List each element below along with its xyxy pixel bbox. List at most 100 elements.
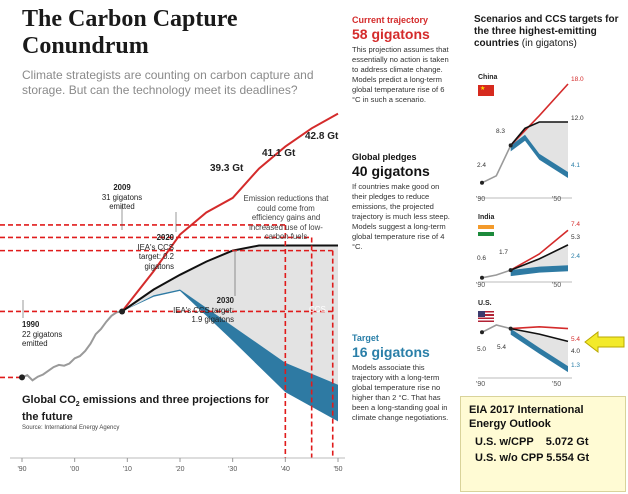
- india-top-val: 7.4: [571, 221, 581, 228]
- current-value: 58 gigatons: [352, 26, 430, 42]
- annotation-2030-text: IEA's CCS target: 1.9 gigatons: [173, 305, 234, 325]
- mini-line-global-pledges: [510, 244, 569, 271]
- annotation-2020-year: 2020: [156, 233, 174, 242]
- x-tick-label: '30: [228, 466, 237, 473]
- mini-line-current-trajectory: [510, 83, 569, 146]
- annotation-2020: 2020 IEA's CCS target: 0.2 gigatons: [124, 233, 174, 271]
- eia-row-without-cpp: U.S. w/o CPP 5.554 Gt: [475, 452, 590, 464]
- side-title-text: Scenarios and CCS targets for the three …: [474, 14, 619, 49]
- main-chart: '90 '00 '10 '20 '30 '40 '50: [0, 112, 345, 473]
- chart-source: Source: International Energy Agency: [22, 425, 120, 431]
- mini-ccs-area: [510, 134, 568, 178]
- eia-row-with-cpp: U.S. w/CPP 5.072 Gt: [475, 436, 589, 448]
- mini-marker-1990: [480, 180, 484, 185]
- side-charts: [478, 83, 572, 379]
- x-tick-label: '50: [333, 466, 342, 473]
- target-desc: Models associate this trajectory with a …: [352, 363, 449, 422]
- section-current: Current trajectory 58 gigatons This proj…: [352, 15, 452, 105]
- mini-line-global-pledges: [510, 121, 568, 146]
- us-flag-icon: [478, 311, 494, 322]
- annotation-2030-year: 2030: [216, 296, 234, 305]
- mini-gray-area: [510, 244, 568, 271]
- us-top-val: 5.4: [571, 336, 581, 343]
- mini-ccs-area: [510, 328, 568, 373]
- china-tick-50: '50: [552, 196, 562, 203]
- current-desc: This projection assumes that essentially…: [352, 45, 449, 104]
- annotation-2020-text: IEA's CCS target: 0.2 gigatons: [137, 242, 174, 271]
- section-pledges: Global pledges 40 gigatons If countries …: [352, 152, 452, 252]
- mini-chart-us: [478, 324, 572, 379]
- china-pledge-val: 12.0: [571, 115, 584, 122]
- annotation-1990: 1990 22 gigatons emitted: [22, 320, 82, 349]
- side-title-unit: (in gigatons): [521, 38, 577, 49]
- india-tick-90: '90: [476, 282, 486, 289]
- page-title: The Carbon Capture Conundrum: [22, 6, 238, 59]
- india-flag-icon: [478, 225, 494, 236]
- annotation-2009-text: 31 gigatons emitted: [101, 192, 143, 212]
- mini-marker-1990: [480, 275, 484, 280]
- mini-chart-india: [478, 229, 572, 283]
- x-tick-label: '20: [175, 466, 184, 473]
- label-39-3: 39.3 Gt: [210, 163, 244, 174]
- mini-line-historical: [481, 324, 511, 334]
- mini-gray-area: [510, 122, 568, 172]
- country-us: U.S.: [478, 300, 492, 307]
- mini-ccs-area: [510, 265, 568, 277]
- footer-title-suffix: emissions and three projections for the …: [22, 394, 270, 424]
- historical-line: [21, 310, 123, 382]
- target-value: 16 gigatons: [352, 344, 430, 360]
- label-41-1: 41.1 Gt: [262, 148, 296, 159]
- country-india: India: [478, 214, 495, 221]
- mini-line-current-trajectory: [510, 229, 569, 271]
- mini-marker-1990: [480, 330, 484, 335]
- mini-line-historical: [481, 145, 512, 184]
- side-title: Scenarios and CCS targets for the three …: [474, 14, 624, 50]
- us-target-val: 1.3: [571, 362, 581, 369]
- us-pledge-val: 4.0: [571, 348, 581, 355]
- page-subtitle: Climate strategists are counting on carb…: [22, 68, 314, 97]
- china-target-val: 4.1: [571, 162, 581, 169]
- china-top-val: 18.0: [571, 76, 584, 83]
- china-start-val: 2.4: [477, 162, 487, 169]
- mini-line-current-trajectory: [510, 325, 569, 330]
- footer-title-sub: 2: [75, 401, 80, 409]
- x-tick-label: '10: [123, 466, 132, 473]
- reductions-area: [122, 245, 338, 385]
- us-tick-90: '90: [476, 381, 486, 388]
- section-target: Target 16 gigatons Models associate this…: [352, 333, 452, 423]
- reference-dash-group: [0, 224, 334, 458]
- current-trajectory-line: [121, 112, 339, 313]
- ccs-area: [122, 289, 338, 422]
- annotation-2009: 2009 31 gigatons emitted: [82, 183, 162, 212]
- us-tick-50: '50: [552, 381, 562, 388]
- pledges-desc: If countries make good on their pledges …: [352, 182, 450, 251]
- eia-callout: EIA 2017 International Energy Outlook U.…: [460, 396, 626, 492]
- annotation-2030: 2030 IEA's CCS target: 1.9 gigatons: [166, 296, 234, 325]
- china-flag-icon: ★: [478, 85, 494, 96]
- footer-title-prefix: Global CO: [22, 394, 76, 406]
- target-heading: Target: [352, 333, 379, 343]
- marker-1990: [19, 374, 25, 381]
- mini-marker-2010: [508, 143, 513, 148]
- china-tick-90: '90: [476, 196, 486, 203]
- pledges-value: 40 gigatons: [352, 163, 430, 179]
- label-42-8: 42.8 Gt: [305, 131, 339, 142]
- us-start-val: 5.0: [477, 346, 487, 353]
- annotation-1990-text: 22 gigatons emitted: [22, 329, 63, 349]
- india-mid-val: 1.7: [499, 249, 509, 256]
- china-mid-val: 8.3: [496, 128, 506, 135]
- annotation-ccs: CCS: [309, 305, 326, 314]
- annotation-reductions: Emission reductions that could come from…: [243, 194, 329, 241]
- us-mid-val: 5.4: [497, 344, 507, 351]
- highlight-arrow-icon: [584, 331, 625, 353]
- x-tick-label: '40: [281, 466, 290, 473]
- mini-line-historical: [481, 269, 511, 279]
- x-ticks: '90 '00 '10 '20 '30 '40 '50: [17, 458, 343, 473]
- eia-title: EIA 2017 International Energy Outlook: [469, 404, 584, 430]
- mini-marker-2010: [508, 268, 513, 273]
- annotation-1990-year: 1990: [22, 320, 40, 329]
- marker-2009: [119, 308, 126, 315]
- x-tick-label: '00: [70, 466, 79, 473]
- mini-marker-2010: [508, 326, 513, 331]
- current-heading: Current trajectory: [352, 15, 429, 25]
